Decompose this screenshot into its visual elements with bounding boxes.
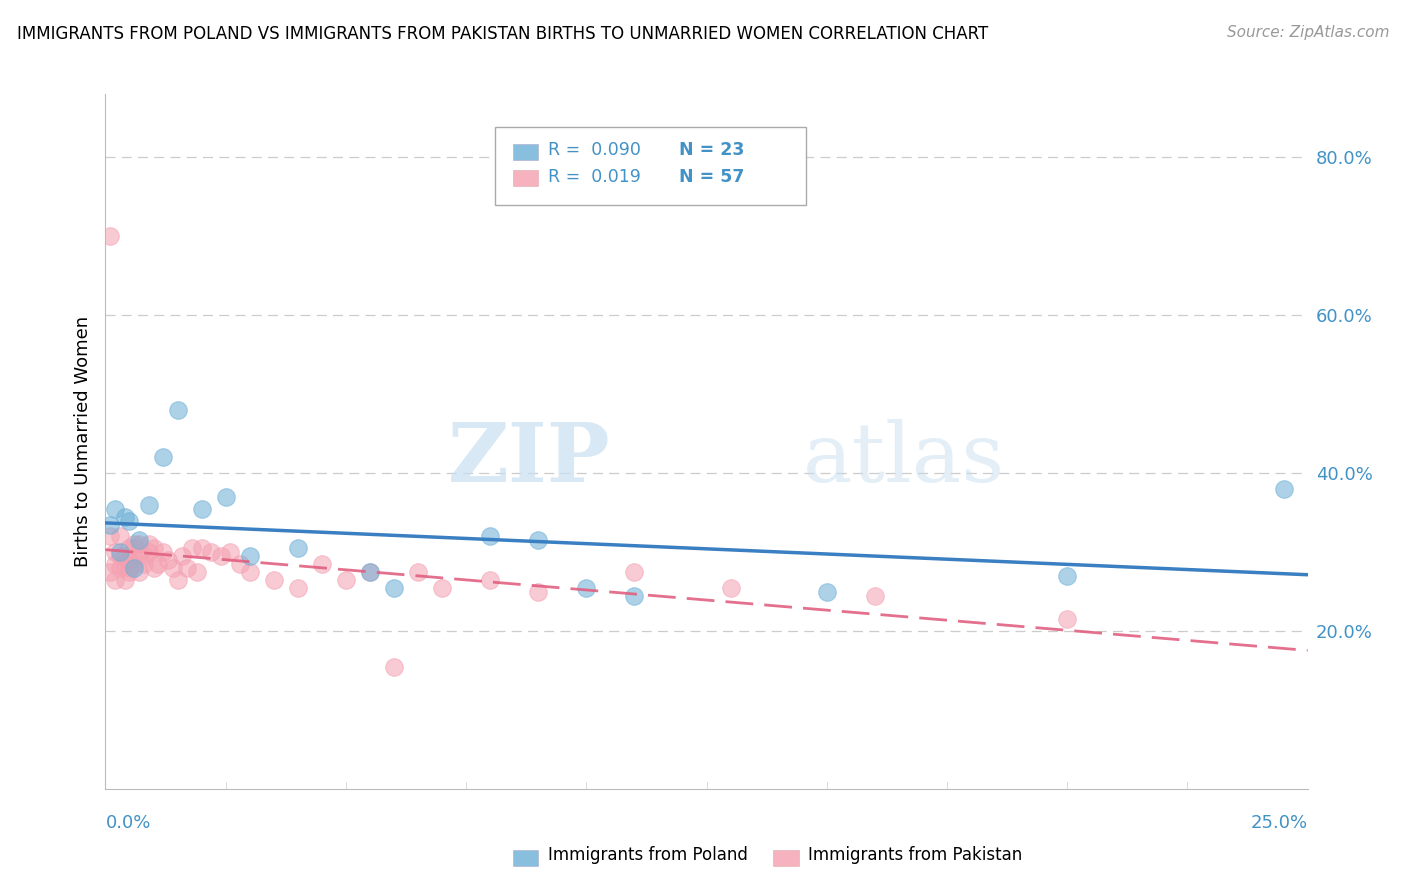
Point xyxy=(382,660,405,674)
Point xyxy=(527,584,550,599)
Point xyxy=(359,565,381,579)
Text: N = 23: N = 23 xyxy=(679,141,744,159)
Point xyxy=(118,553,141,567)
Point xyxy=(104,545,127,559)
Text: Source: ZipAtlas.com: Source: ZipAtlas.com xyxy=(1226,25,1389,40)
Point xyxy=(124,537,146,551)
Point xyxy=(152,545,174,559)
Point xyxy=(114,557,136,571)
Point xyxy=(118,541,141,556)
Point xyxy=(108,549,131,564)
Point xyxy=(430,581,453,595)
Text: 25.0%: 25.0% xyxy=(1250,814,1308,831)
Text: IMMIGRANTS FROM POLAND VS IMMIGRANTS FROM PAKISTAN BIRTHS TO UNMARRIED WOMEN COR: IMMIGRANTS FROM POLAND VS IMMIGRANTS FRO… xyxy=(17,25,988,43)
Point xyxy=(104,557,127,571)
Point xyxy=(98,229,121,244)
Point xyxy=(190,541,212,556)
Point xyxy=(311,557,333,571)
Point xyxy=(118,514,141,528)
Point xyxy=(479,573,502,587)
Point xyxy=(162,561,184,575)
Point xyxy=(142,561,165,575)
Point xyxy=(166,403,188,417)
Point xyxy=(132,549,155,564)
Point xyxy=(623,589,645,603)
Point xyxy=(128,537,150,551)
Point xyxy=(176,561,198,575)
Point xyxy=(104,501,127,516)
Point xyxy=(239,549,262,564)
Point xyxy=(172,549,194,564)
Text: atlas: atlas xyxy=(803,419,1005,499)
Point xyxy=(118,561,141,575)
Point xyxy=(108,545,131,559)
Point xyxy=(124,557,146,571)
Point xyxy=(128,549,150,564)
Point xyxy=(479,529,502,543)
Point xyxy=(98,529,121,543)
Text: ZIP: ZIP xyxy=(447,419,610,499)
Text: R =  0.019: R = 0.019 xyxy=(548,168,641,186)
Point xyxy=(527,533,550,548)
Point xyxy=(138,498,160,512)
Point xyxy=(200,545,222,559)
Point xyxy=(108,561,131,575)
Text: R =  0.090: R = 0.090 xyxy=(548,141,641,159)
Point xyxy=(138,537,160,551)
Point xyxy=(1056,612,1078,626)
Point xyxy=(239,565,262,579)
Point xyxy=(720,581,742,595)
Point xyxy=(132,557,155,571)
Y-axis label: Births to Unmarried Women: Births to Unmarried Women xyxy=(73,316,91,567)
Text: Immigrants from Pakistan: Immigrants from Pakistan xyxy=(808,847,1022,864)
Point xyxy=(114,509,136,524)
Point xyxy=(335,573,357,587)
Point xyxy=(124,541,146,556)
Point xyxy=(1272,482,1295,496)
Point xyxy=(229,557,252,571)
Point xyxy=(138,545,160,559)
Point xyxy=(128,533,150,548)
Point xyxy=(118,565,141,579)
Point xyxy=(156,553,179,567)
Point xyxy=(148,557,170,571)
Point xyxy=(287,581,309,595)
Point xyxy=(382,581,405,595)
Point xyxy=(104,573,127,587)
Point xyxy=(359,565,381,579)
Point xyxy=(406,565,429,579)
Point xyxy=(190,501,212,516)
Text: N = 57: N = 57 xyxy=(679,168,744,186)
Point xyxy=(263,573,285,587)
Point xyxy=(108,529,131,543)
Point xyxy=(209,549,232,564)
Point xyxy=(287,541,309,556)
Point xyxy=(142,541,165,556)
Point xyxy=(219,545,242,559)
Point xyxy=(98,565,121,579)
Point xyxy=(114,573,136,587)
Point xyxy=(1056,569,1078,583)
Text: Immigrants from Poland: Immigrants from Poland xyxy=(548,847,748,864)
Point xyxy=(181,541,204,556)
Text: 0.0%: 0.0% xyxy=(105,814,150,831)
Point xyxy=(186,565,208,579)
Point xyxy=(863,589,886,603)
Point xyxy=(124,561,146,575)
Point xyxy=(214,490,236,504)
Point xyxy=(128,565,150,579)
Point xyxy=(815,584,838,599)
Point xyxy=(152,450,174,465)
Point xyxy=(98,517,121,532)
Point xyxy=(166,573,188,587)
Point xyxy=(114,549,136,564)
Point xyxy=(575,581,598,595)
Point xyxy=(623,565,645,579)
